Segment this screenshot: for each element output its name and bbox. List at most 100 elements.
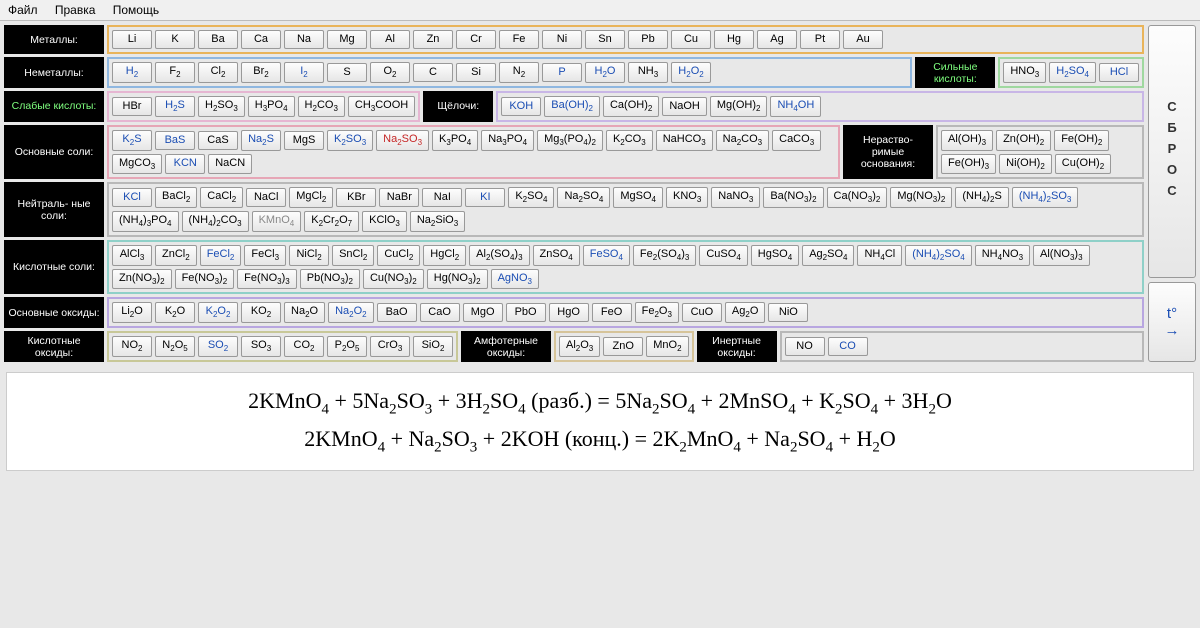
chip-nhpo[interactable]: (NH4)3PO4 bbox=[112, 211, 179, 232]
chip-agso[interactable]: Ag2SO4 bbox=[802, 245, 854, 266]
chip-ba[interactable]: Ba bbox=[198, 30, 238, 49]
chip-hgo[interactable]: HgO bbox=[549, 303, 589, 322]
chip-hno[interactable]: HNO3 bbox=[1003, 62, 1046, 83]
chip-hco[interactable]: H2CO3 bbox=[298, 96, 345, 117]
chip-nacl[interactable]: NaCl bbox=[246, 188, 286, 207]
chip-cuo[interactable]: CuO bbox=[682, 303, 722, 322]
reset-button[interactable]: СБРОС bbox=[1148, 25, 1196, 278]
chip-co[interactable]: CO2 bbox=[284, 336, 324, 357]
chip-hpo[interactable]: H3PO4 bbox=[248, 96, 295, 117]
chip-mgno[interactable]: Mg(NO3)2 bbox=[890, 187, 952, 208]
chip-pbo[interactable]: PbO bbox=[506, 303, 546, 322]
chip-bas[interactable]: BaS bbox=[155, 131, 195, 150]
temperature-button[interactable]: t° → bbox=[1148, 282, 1196, 362]
chip-sncl[interactable]: SnCl2 bbox=[332, 245, 374, 266]
chip-ko[interactable]: K2O bbox=[155, 302, 195, 323]
chip-bano[interactable]: Ba(NO3)2 bbox=[763, 187, 823, 208]
chip-feo[interactable]: Fe2O3 bbox=[635, 302, 679, 323]
chip-nhso[interactable]: (NH4)2SO3 bbox=[1012, 187, 1079, 208]
chip-naco[interactable]: Na2CO3 bbox=[716, 130, 769, 151]
chip-kcn[interactable]: KCN bbox=[165, 154, 205, 173]
chip-feoh[interactable]: Fe(OH)3 bbox=[941, 154, 996, 175]
chip-br[interactable]: Br2 bbox=[241, 62, 281, 83]
chip-li[interactable]: Li bbox=[112, 30, 152, 49]
chip-alno[interactable]: Al(NO3)3 bbox=[1033, 245, 1090, 266]
chip-ca[interactable]: Ca bbox=[241, 30, 281, 49]
chip-cr[interactable]: Cr bbox=[456, 30, 496, 49]
chip-hs[interactable]: H2S bbox=[155, 96, 195, 117]
chip-cucl[interactable]: CuCl2 bbox=[377, 245, 420, 266]
chip-cuoh[interactable]: Cu(OH)2 bbox=[1055, 154, 1111, 175]
menu-edit[interactable]: Правка bbox=[55, 3, 96, 17]
chip-po[interactable]: P2O5 bbox=[327, 336, 367, 357]
chip-so[interactable]: SO2 bbox=[198, 336, 238, 357]
chip-nhoh[interactable]: NH4OH bbox=[770, 96, 821, 117]
chip-kso[interactable]: K2SO4 bbox=[508, 187, 554, 208]
chip-hcl[interactable]: HCl bbox=[1099, 63, 1139, 82]
chip-nas[interactable]: Na2S bbox=[241, 130, 281, 151]
chip-sio[interactable]: SiO2 bbox=[413, 336, 453, 357]
chip-ni[interactable]: Ni bbox=[542, 30, 582, 49]
chip-cu[interactable]: Cu bbox=[671, 30, 711, 49]
chip-pb[interactable]: Pb bbox=[628, 30, 668, 49]
chip-s[interactable]: S bbox=[327, 63, 367, 82]
chip-cas[interactable]: CaS bbox=[198, 131, 238, 150]
chip-cacl[interactable]: CaCl2 bbox=[200, 187, 243, 208]
chip-nh[interactable]: NH3 bbox=[628, 62, 668, 83]
chip-znoh[interactable]: Zn(OH)2 bbox=[996, 130, 1051, 151]
chip-caoh[interactable]: Ca(OH)2 bbox=[603, 96, 659, 117]
chip-kmno[interactable]: KMnO4 bbox=[252, 211, 302, 232]
chip-nhs[interactable]: (NH4)2S bbox=[955, 187, 1008, 208]
chip-mgo[interactable]: MgO bbox=[463, 303, 503, 322]
chip-sn[interactable]: Sn bbox=[585, 30, 625, 49]
chip-kbr[interactable]: KBr bbox=[336, 188, 376, 207]
chip-ko[interactable]: KO2 bbox=[241, 302, 281, 323]
chip-hg[interactable]: Hg bbox=[714, 30, 754, 49]
chip-hso[interactable]: H2SO3 bbox=[198, 96, 245, 117]
chip-n[interactable]: N2 bbox=[499, 62, 539, 83]
chip-pbno[interactable]: Pb(NO3)2 bbox=[300, 269, 360, 290]
chip-znso[interactable]: ZnSO4 bbox=[533, 245, 580, 266]
chip-nhcl[interactable]: NH4Cl bbox=[857, 245, 902, 266]
chip-fe[interactable]: Fe bbox=[499, 30, 539, 49]
chip-nioh[interactable]: Ni(OH)2 bbox=[999, 154, 1052, 175]
chip-pt[interactable]: Pt bbox=[800, 30, 840, 49]
chip-mg[interactable]: Mg bbox=[327, 30, 367, 49]
chip-cro[interactable]: CrO3 bbox=[370, 336, 410, 357]
chip-chcooh[interactable]: CH3COOH bbox=[348, 96, 415, 117]
chip-zn[interactable]: Zn bbox=[413, 30, 453, 49]
chip-feso[interactable]: Fe2(SO4)3 bbox=[633, 245, 696, 266]
chip-naso[interactable]: Na2SO4 bbox=[557, 187, 610, 208]
chip-koh[interactable]: KOH bbox=[501, 97, 541, 116]
menu-help[interactable]: Помощь bbox=[113, 3, 159, 17]
chip-feso[interactable]: FeSO4 bbox=[583, 245, 630, 266]
chip-kno[interactable]: KNO3 bbox=[666, 187, 708, 208]
chip-napo[interactable]: Na3PO4 bbox=[481, 130, 534, 151]
chip-hgno[interactable]: Hg(NO3)2 bbox=[427, 269, 488, 290]
chip-feno[interactable]: Fe(NO3)2 bbox=[175, 269, 235, 290]
chip-ag[interactable]: Ag bbox=[757, 30, 797, 49]
chip-ho[interactable]: H2O2 bbox=[671, 62, 711, 83]
chip-au[interactable]: Au bbox=[843, 30, 883, 49]
chip-feo[interactable]: FeO bbox=[592, 303, 632, 322]
chip-nhco[interactable]: (NH4)2CO3 bbox=[182, 211, 249, 232]
chip-ks[interactable]: K2S bbox=[112, 130, 152, 151]
chip-alo[interactable]: Al2O3 bbox=[559, 336, 600, 357]
chip-feoh[interactable]: Fe(OH)2 bbox=[1054, 130, 1109, 151]
chip-alcl[interactable]: AlCl3 bbox=[112, 245, 152, 266]
chip-fecl[interactable]: FeCl3 bbox=[244, 245, 286, 266]
chip-zno[interactable]: ZnO bbox=[603, 337, 643, 356]
chip-nhso[interactable]: (NH4)2SO4 bbox=[905, 245, 972, 266]
chip-nabr[interactable]: NaBr bbox=[379, 188, 419, 207]
chip-cao[interactable]: CaO bbox=[420, 303, 460, 322]
chip-hso[interactable]: H2SO4 bbox=[1049, 62, 1096, 83]
chip-na[interactable]: Na bbox=[284, 30, 324, 49]
chip-mgs[interactable]: MgS bbox=[284, 131, 324, 150]
chip-nahco[interactable]: NaHCO3 bbox=[656, 130, 713, 151]
chip-naso[interactable]: Na2SO3 bbox=[376, 130, 429, 151]
chip-kcl[interactable]: KCl bbox=[112, 188, 152, 207]
chip-nao[interactable]: Na2O2 bbox=[328, 302, 374, 323]
chip-ki[interactable]: KI bbox=[465, 188, 505, 207]
chip-nao[interactable]: Na2O bbox=[284, 302, 325, 323]
chip-feno[interactable]: Fe(NO3)3 bbox=[237, 269, 297, 290]
